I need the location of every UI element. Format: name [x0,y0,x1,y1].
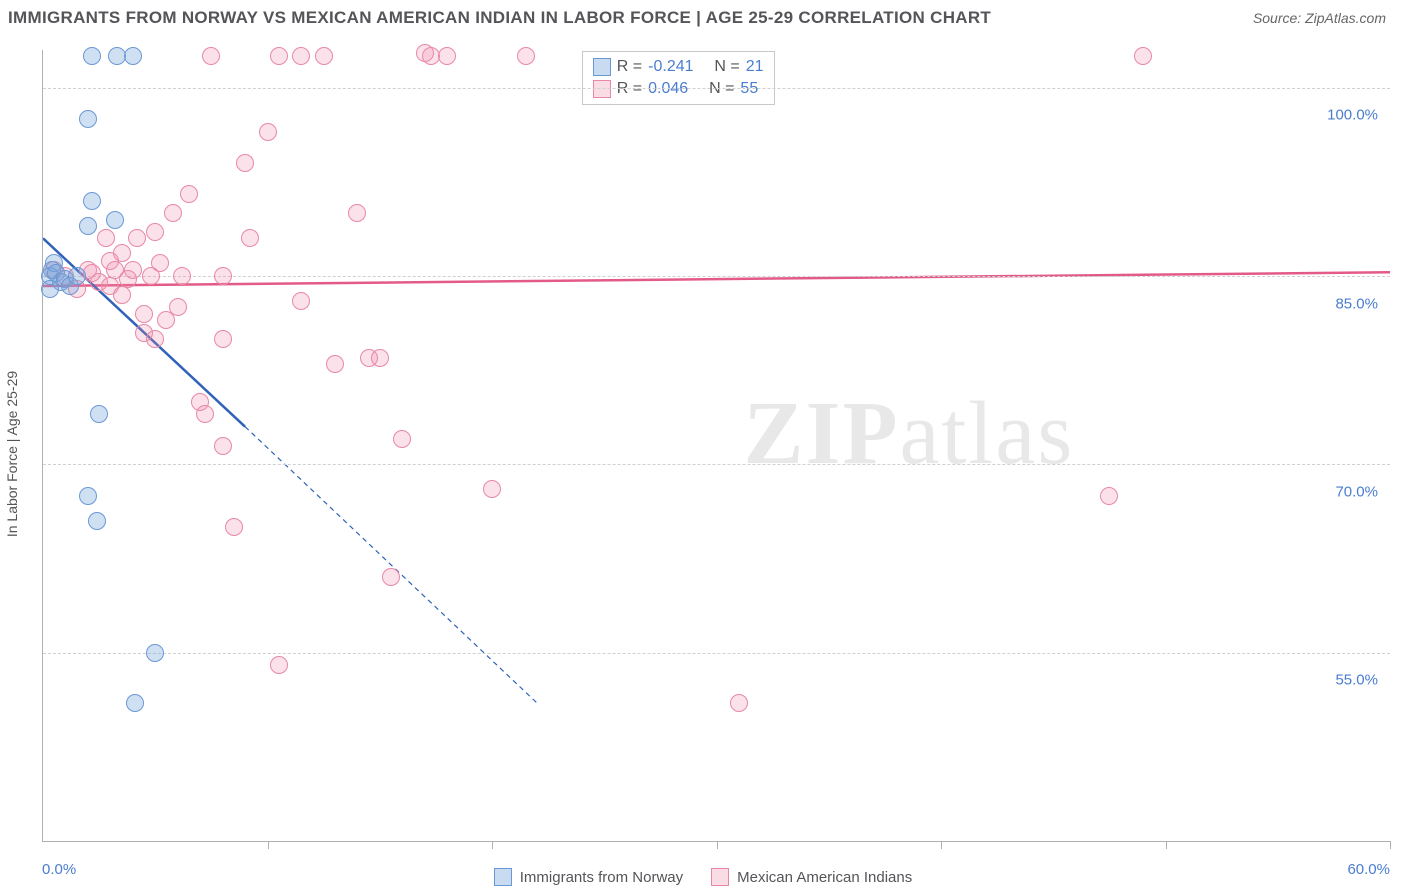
r-label: R = [617,56,642,78]
watermark: ZIPatlas [743,382,1074,485]
data-point-pink [225,518,243,536]
data-point-blue [146,644,164,662]
data-point-pink [259,123,277,141]
data-point-pink [202,47,220,65]
swatch-blue-icon [593,58,611,76]
source-attribution: Source: ZipAtlas.com [1253,10,1386,26]
n-label: N = [709,78,734,100]
scatter-plot-area: ZIPatlas R = -0.241 N = 21 R = 0.046 N =… [42,50,1390,842]
data-point-pink [348,204,366,222]
data-point-pink [292,47,310,65]
gridline [43,88,1390,89]
data-point-blue [68,267,86,285]
swatch-pink-icon [711,868,729,886]
gridline [43,464,1390,465]
data-point-pink [142,267,160,285]
r-value-blue: -0.241 [648,56,693,78]
data-point-pink [146,223,164,241]
swatch-pink-icon [593,80,611,98]
n-label: N = [714,56,739,78]
data-point-pink [1134,47,1152,65]
data-point-pink [326,355,344,373]
data-point-blue [106,211,124,229]
stats-row-blue: R = -0.241 N = 21 [593,56,764,78]
swatch-blue-icon [494,868,512,886]
data-point-pink [180,185,198,203]
data-point-pink [146,330,164,348]
data-point-pink [214,267,232,285]
data-point-pink [483,480,501,498]
data-point-blue [79,110,97,128]
data-point-pink [173,267,191,285]
data-point-blue [124,47,142,65]
data-point-pink [128,229,146,247]
n-value-blue: 21 [746,56,764,78]
data-point-pink [730,694,748,712]
chart-title: IMMIGRANTS FROM NORWAY VS MEXICAN AMERIC… [8,8,991,28]
legend-item-pink: Mexican American Indians [711,868,912,886]
data-point-blue [126,694,144,712]
legend-label-blue: Immigrants from Norway [520,869,683,886]
gridline [43,653,1390,654]
x-tick [717,841,718,849]
y-tick-label: 85.0% [1335,295,1378,312]
y-tick-label: 55.0% [1335,672,1378,689]
data-point-pink [241,229,259,247]
legend-item-blue: Immigrants from Norway [494,868,683,886]
data-point-pink [382,568,400,586]
x-tick [1390,841,1391,849]
x-tick [941,841,942,849]
data-point-pink [292,292,310,310]
data-point-pink [164,204,182,222]
data-point-pink [196,405,214,423]
r-value-pink: 0.046 [648,78,688,100]
gridline [43,276,1390,277]
watermark-bold: ZIP [743,384,899,483]
data-point-blue [88,512,106,530]
data-point-blue [83,192,101,210]
y-tick-label: 70.0% [1335,484,1378,501]
series-legend: Immigrants from Norway Mexican American … [0,868,1406,886]
x-tick [268,841,269,849]
data-point-pink [113,244,131,262]
data-point-pink [517,47,535,65]
data-point-pink [393,430,411,448]
data-point-blue [79,487,97,505]
data-point-pink [124,261,142,279]
y-axis-title: In Labor Force | Age 25-29 [4,371,20,537]
stats-row-pink: R = 0.046 N = 55 [593,78,764,100]
data-point-pink [214,437,232,455]
data-point-pink [371,349,389,367]
r-label: R = [617,78,642,100]
x-tick [1166,841,1167,849]
stats-legend-box: R = -0.241 N = 21 R = 0.046 N = 55 [582,51,775,105]
data-point-pink [315,47,333,65]
data-point-blue [41,280,59,298]
watermark-light: atlas [899,384,1074,483]
data-point-pink [97,229,115,247]
data-point-pink [270,47,288,65]
data-point-pink [113,286,131,304]
data-point-pink [214,330,232,348]
data-point-blue [83,47,101,65]
data-point-pink [270,656,288,674]
data-point-pink [169,298,187,316]
data-point-blue [90,405,108,423]
data-point-pink [135,305,153,323]
x-tick [492,841,493,849]
legend-label-pink: Mexican American Indians [737,869,912,886]
n-value-pink: 55 [740,78,758,100]
data-point-pink [1100,487,1118,505]
y-tick-label: 100.0% [1327,107,1378,124]
data-point-blue [79,217,97,235]
data-point-pink [438,47,456,65]
data-point-pink [236,154,254,172]
